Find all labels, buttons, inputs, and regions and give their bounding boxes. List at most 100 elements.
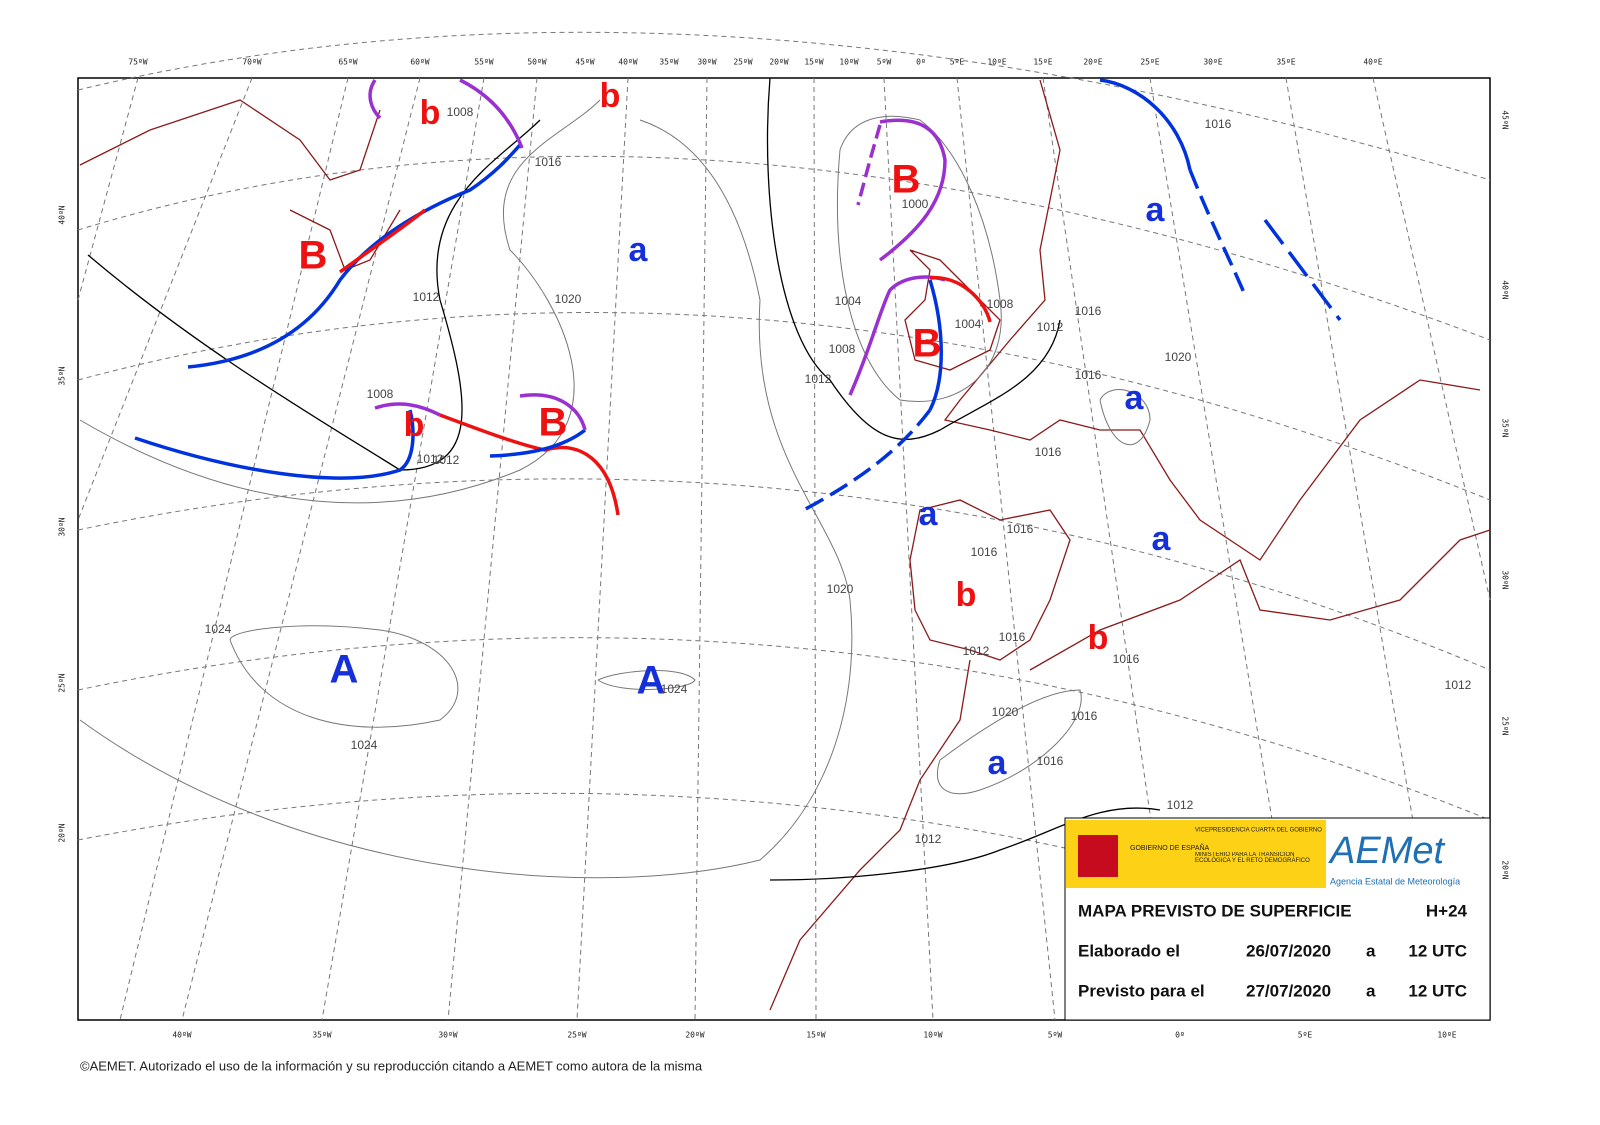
isobar-label: 1016 <box>1035 445 1062 459</box>
isobar-label: 1016 <box>971 545 998 559</box>
isobar-label: 1024 <box>205 622 232 636</box>
ministry: MINISTERIO PARA LA TRANSICIÓN ECOLÓGICA … <box>1195 852 1310 864</box>
pressure-center: A <box>637 659 666 703</box>
isobar-label: 1004 <box>835 294 862 308</box>
bottom-longitude: 0º <box>1175 1031 1185 1040</box>
top-longitude: 55ºW <box>474 58 493 67</box>
isobar-label: 1016 <box>1205 117 1232 131</box>
isobar-label: 1008 <box>367 387 394 401</box>
pressure-center: a <box>988 744 1008 782</box>
logo-subtitle: Agencia Estatal de Meteorología <box>1330 876 1460 886</box>
top-longitude: 10ºE <box>987 58 1006 67</box>
top-longitude: 25ºW <box>733 58 752 67</box>
bottom-longitude: 10ºW <box>923 1031 942 1040</box>
bottom-longitude: 20ºW <box>685 1031 704 1040</box>
isobar-label: 1016 <box>1007 522 1034 536</box>
pressure-center: A <box>330 648 359 692</box>
top-longitude: 40ºW <box>618 58 637 67</box>
top-longitude: 40ºE <box>1363 58 1382 67</box>
isobar-label: 1020 <box>827 582 854 596</box>
isobar-label: 1012 <box>1037 320 1064 334</box>
made-label: Elaborado el <box>1078 941 1180 960</box>
pressure-center: a <box>1146 191 1166 229</box>
pressure-center: B <box>299 234 328 278</box>
valid-label: Previsto para el <box>1078 981 1205 1000</box>
top-longitude: 75ºW <box>128 58 147 67</box>
top-longitude: 0º <box>916 58 926 67</box>
isobar-label: 1000 <box>902 197 929 211</box>
isobar-label: 1020 <box>992 705 1019 719</box>
isobar-label: 1016 <box>1071 709 1098 723</box>
bottom-longitude: 15ºW <box>806 1031 825 1040</box>
left-latitude: 30ºN <box>58 517 67 536</box>
valid-time: 12 UTC <box>1408 981 1467 1000</box>
bottom-longitude: 25ºW <box>567 1031 586 1040</box>
isobar-label: 1012 <box>915 832 942 846</box>
isobar-label: 1016 <box>1075 304 1102 318</box>
isobar-label: 1008 <box>829 342 856 356</box>
pressure-center: B <box>892 158 921 202</box>
isobar-label: 1016 <box>1113 652 1140 666</box>
bottom-longitude: 5ºE <box>1298 1031 1313 1040</box>
top-longitude: 35ºW <box>659 58 678 67</box>
left-latitude: 35ºN <box>58 366 67 385</box>
coat-of-arms <box>1078 835 1118 877</box>
right-latitude: 25ºN <box>1501 716 1510 735</box>
top-longitude: 50ºW <box>527 58 546 67</box>
copyright: ©AEMET. Autorizado el uso de la informac… <box>80 1058 703 1073</box>
pressure-center: b <box>600 77 621 115</box>
pressure-center: b <box>1088 619 1109 657</box>
top-longitude: 70ºW <box>242 58 261 67</box>
isobar-label: 1004 <box>955 317 982 331</box>
top-longitude: 5ºW <box>877 58 892 67</box>
pressure-center: a <box>1152 520 1172 558</box>
bottom-longitude: 5ºW <box>1048 1031 1063 1040</box>
isobar-label: 1024 <box>661 682 688 696</box>
pressure-center: a <box>629 231 649 269</box>
top-longitude: 15ºW <box>804 58 823 67</box>
right-latitude: 45ºN <box>1501 110 1510 129</box>
valid-date: 27/07/2020 <box>1246 981 1331 1000</box>
info-title: MAPA PREVISTO DE SUPERFICIE <box>1078 901 1352 920</box>
top-longitude: 5ºE <box>950 58 965 67</box>
pressure-center: b <box>404 406 425 444</box>
pressure-center: b <box>420 94 441 132</box>
isobar-label: 1012 <box>1167 798 1194 812</box>
government-name: GOBIERNO DE ESPAÑA <box>1130 843 1210 852</box>
valid-at: a <box>1366 981 1376 1000</box>
top-longitude: 30ºW <box>697 58 716 67</box>
top-longitude: 45ºW <box>575 58 594 67</box>
left-latitude: 25ºN <box>58 673 67 692</box>
top-longitude: 35ºE <box>1276 58 1295 67</box>
isobar-label: 1016 <box>535 155 562 169</box>
isobar-label: 1016 <box>1075 368 1102 382</box>
isobar-label: 1020 <box>555 292 582 306</box>
pressure-center: a <box>1125 379 1145 417</box>
left-latitude: 40ºN <box>58 205 67 224</box>
logo-name: AEMet <box>1328 830 1445 872</box>
made-at: a <box>1366 941 1376 960</box>
ministry-box: MINISTERIO PARA LA TRANSICIÓN ECOLÓGICA … <box>1195 852 1310 864</box>
pressure-center: b <box>956 576 977 614</box>
graticule <box>77 31 1491 1021</box>
bottom-longitude: 40ºW <box>172 1031 191 1040</box>
top-longitude: 10ºW <box>839 58 858 67</box>
bottom-longitude: 30ºW <box>438 1031 457 1040</box>
isobar-label: 1024 <box>351 738 378 752</box>
isobar-label: 1008 <box>987 297 1014 311</box>
made-date: 26/07/2020 <box>1246 941 1331 960</box>
isobar-label: 1020 <box>1165 350 1192 364</box>
isobar-label: 1012 <box>1445 678 1472 692</box>
right-latitude: 20ºN <box>1501 860 1510 879</box>
top-longitude: 30ºE <box>1203 58 1222 67</box>
isobar-label: 1016 <box>999 630 1026 644</box>
top-longitude: 15ºE <box>1033 58 1052 67</box>
isobar-label: 1012 <box>413 290 440 304</box>
top-longitude: 25ºE <box>1140 58 1159 67</box>
pressure-center: a <box>919 495 939 533</box>
pressure-center: B <box>913 322 942 366</box>
isobar-label: 1012 <box>805 372 832 386</box>
top-longitude: 20ºE <box>1083 58 1102 67</box>
